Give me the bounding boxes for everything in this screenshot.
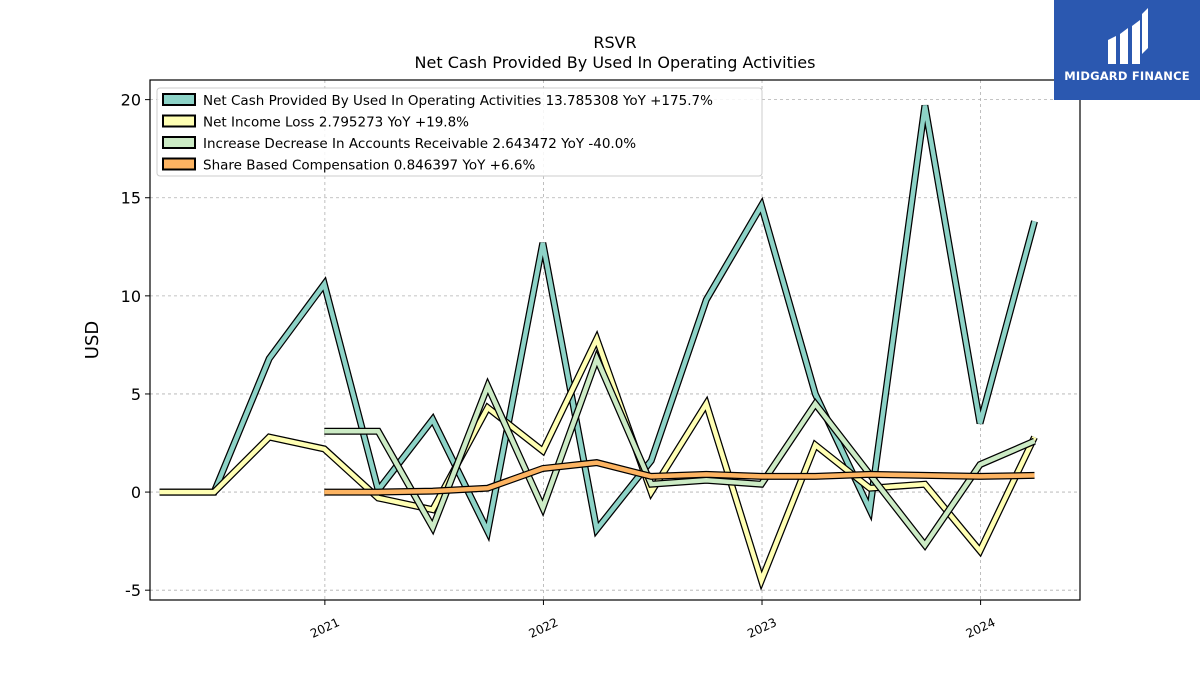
y-tick-label: 10: [121, 287, 141, 306]
y-tick-label: 20: [121, 91, 141, 110]
chart-title: RSVR: [593, 33, 636, 52]
x-tick-label: 2024: [964, 615, 998, 641]
series-line: [324, 352, 1036, 549]
series-line: [159, 105, 1037, 539]
legend-item: Net Cash Provided By Used In Operating A…: [162, 93, 713, 109]
legend-swatch: [162, 157, 196, 171]
series-3: [324, 349, 1036, 552]
y-tick-label: 5: [131, 385, 141, 404]
x-tick-label: 2023: [745, 615, 779, 641]
x-tick-label: 2021: [308, 615, 342, 641]
legend-label: Net Income Loss 2.795273 YoY +19.8%: [203, 115, 469, 131]
legend-swatch: [162, 136, 196, 149]
y-axis-label: USD: [82, 321, 103, 359]
legend-swatch: [162, 93, 196, 106]
series-line: [324, 460, 1035, 495]
legend-frame: [156, 87, 763, 177]
series-lines: [159, 104, 1038, 591]
plot-frame: [149, 79, 1081, 601]
legend-swatch: [162, 114, 196, 128]
legend-label: Net Cash Provided By Used In Operating A…: [203, 93, 713, 109]
legend: Net Cash Provided By Used In Operating A…: [156, 87, 763, 177]
x-tick-label: 2022: [527, 615, 561, 641]
y-tick-label: 0: [131, 483, 141, 502]
series-4: [324, 459, 1035, 496]
brand-logo: MIDGARD FINANCE: [1054, 0, 1200, 100]
legend-item: Share Based Compensation 0.846397 YoY +6…: [162, 157, 535, 174]
x-axis: 2021 2022 2023 2024: [308, 600, 997, 641]
brand-name: MIDGARD FINANCE: [1064, 69, 1190, 83]
series-2: [159, 329, 1038, 591]
series-1: [159, 104, 1038, 543]
chart-subtitle: Net Cash Provided By Used In Operating A…: [415, 53, 816, 72]
legend-item: Increase Decrease In Accounts Receivable…: [162, 136, 636, 152]
y-tick-label: -5: [125, 581, 141, 600]
legend-item: Net Income Loss 2.795273 YoY +19.8%: [162, 114, 469, 131]
legend-label: Share Based Compensation 0.846397 YoY +6…: [203, 158, 535, 174]
logo-mark-icon: [1108, 8, 1148, 64]
y-axis: -5 0 5 10 15 20: [121, 91, 150, 600]
legend-label: Increase Decrease In Accounts Receivable…: [203, 136, 636, 152]
y-tick-label: 15: [121, 189, 141, 208]
series-line: [159, 333, 1037, 588]
